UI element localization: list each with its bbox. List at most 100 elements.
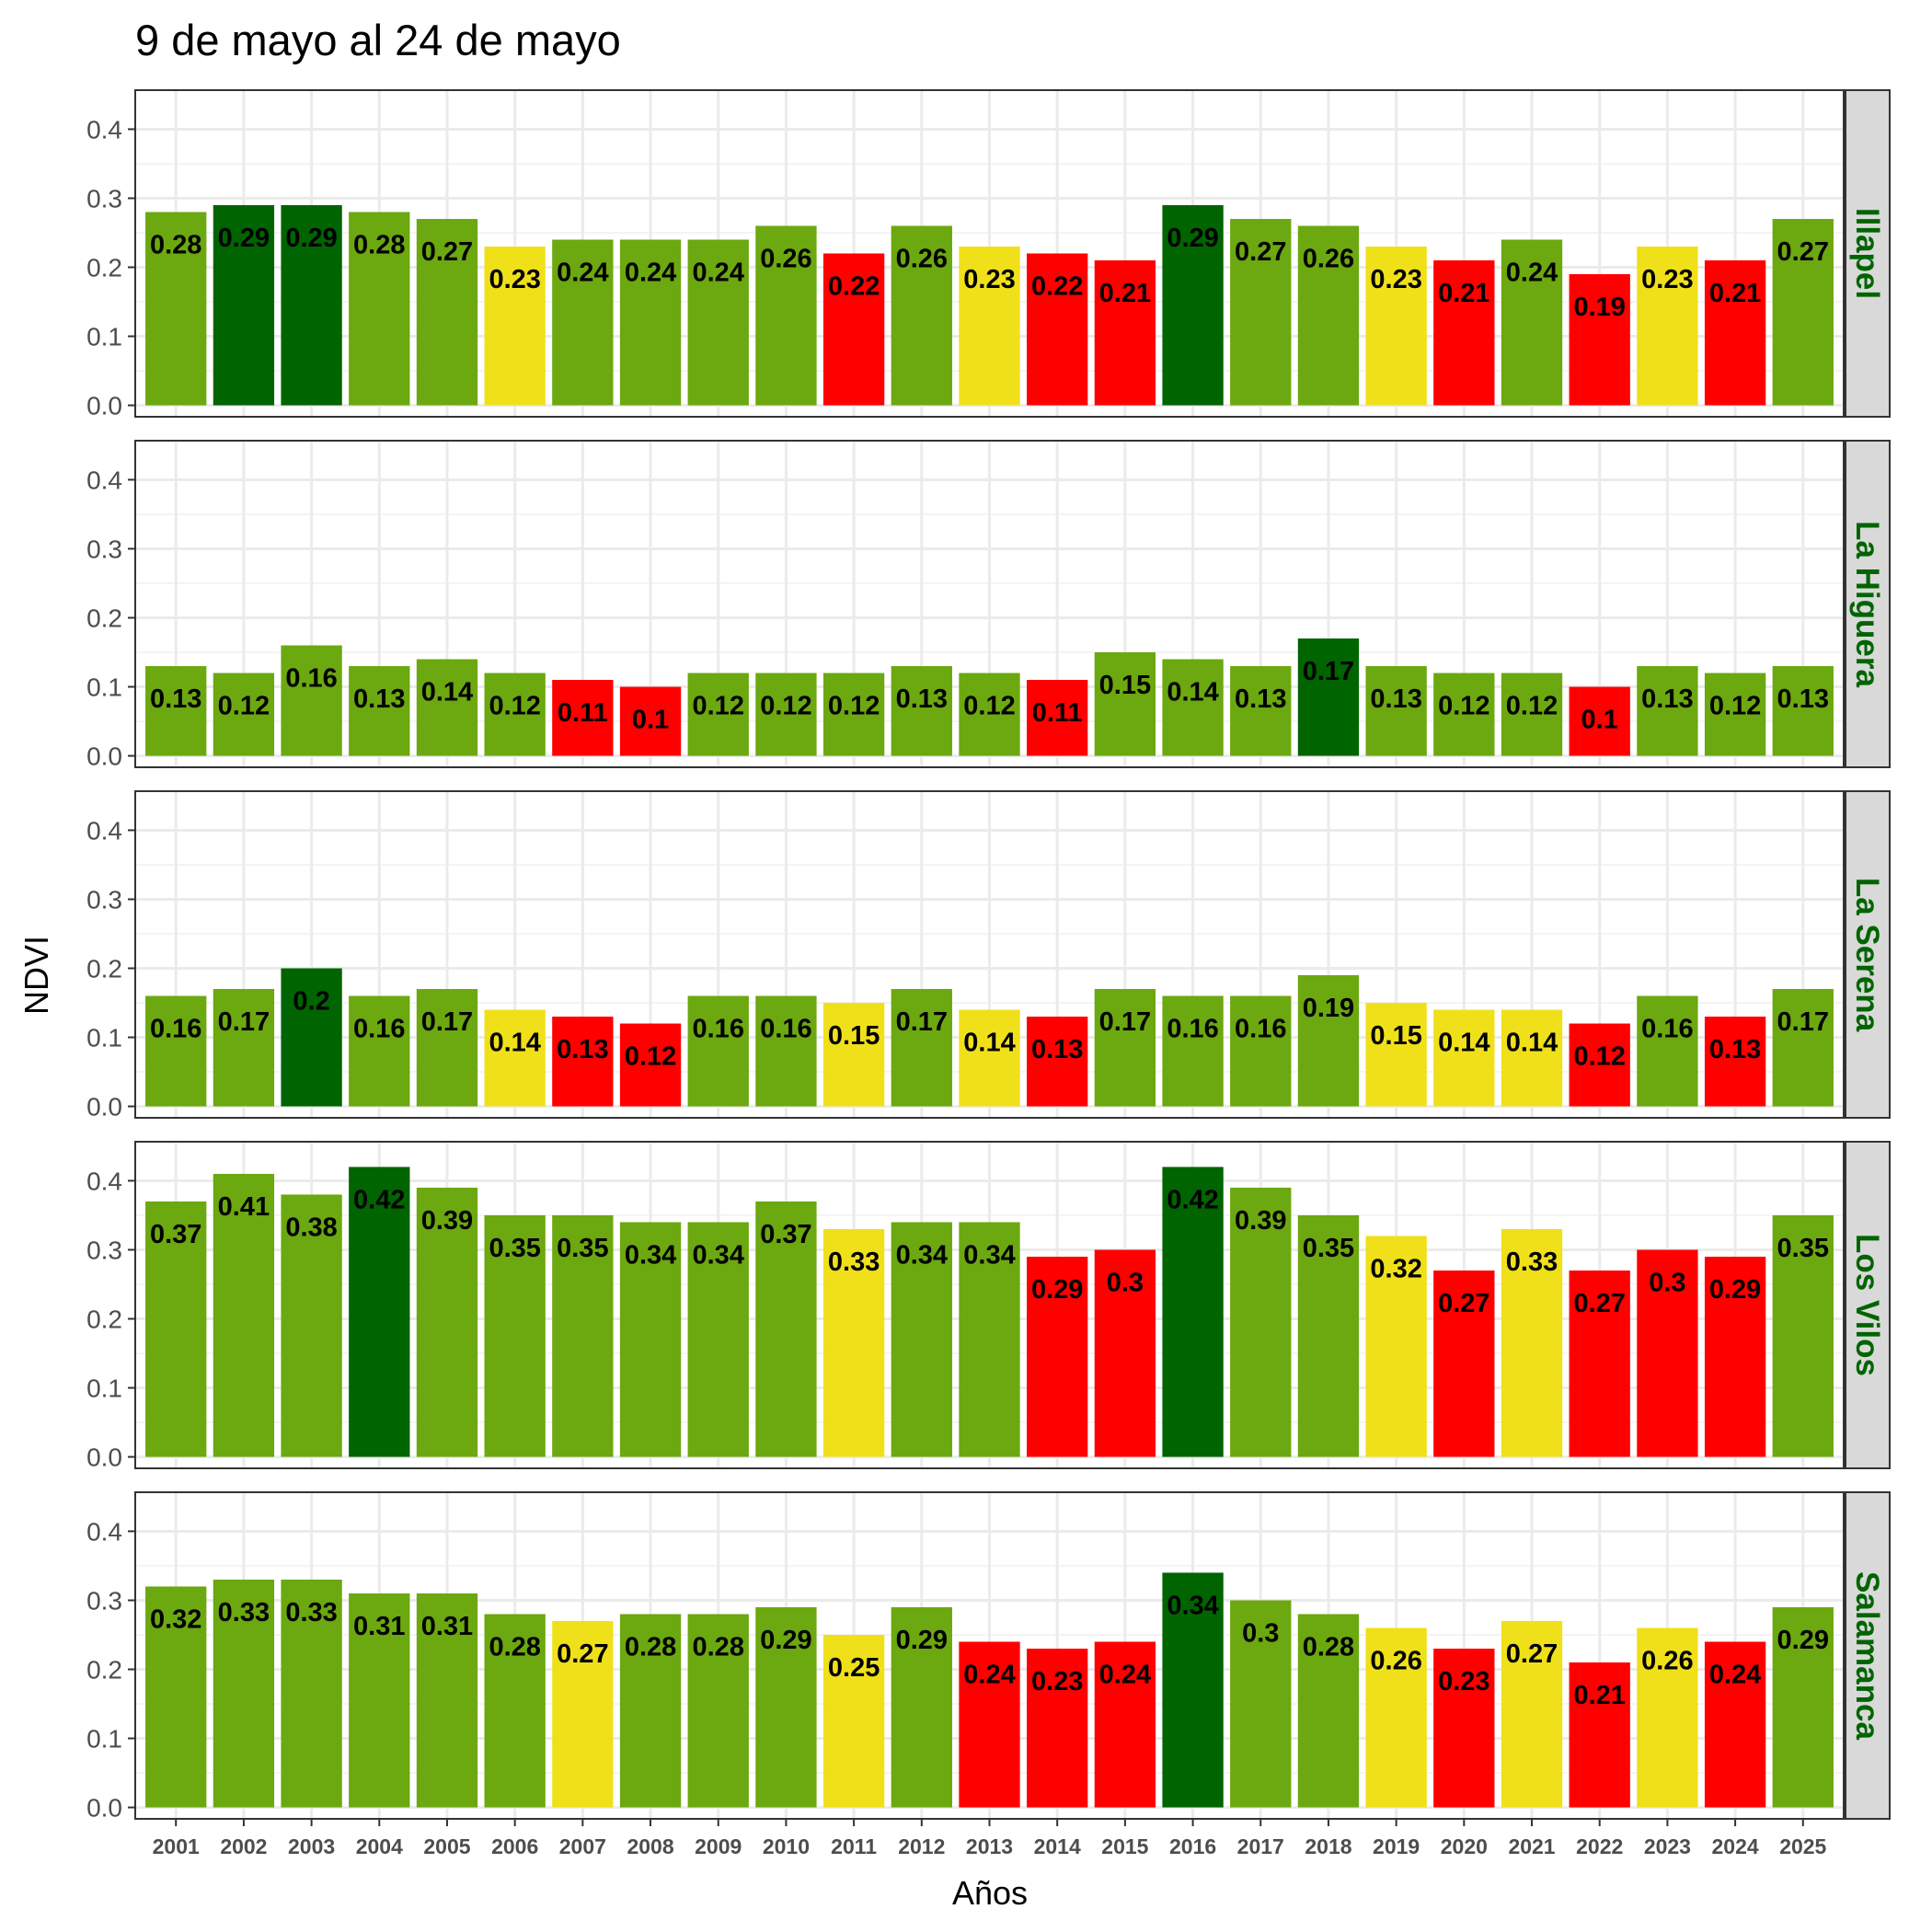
data-label: 0.12 (218, 692, 270, 721)
panel-border (134, 440, 1845, 768)
bar-la-serena-2003 (281, 968, 342, 1107)
data-label: 0.12 (963, 692, 1015, 721)
bar-los-vilos-2014 (1027, 1256, 1088, 1457)
y-tick-label: 0.2 (86, 955, 122, 983)
bar-la-serena-2017 (1230, 995, 1292, 1107)
data-label: 0.19 (1573, 293, 1625, 322)
data-label: 0.29 (896, 1626, 948, 1655)
bar-la-serena-2022 (1569, 1023, 1630, 1107)
bar-la-higuera-2019 (1365, 666, 1427, 756)
y-axis-title: NDVI (17, 936, 55, 1015)
data-label: 0.22 (1031, 272, 1083, 302)
bar-los-vilos-2024 (1704, 1256, 1766, 1457)
bar-la-serena-2019 (1365, 1003, 1427, 1107)
data-label: 0.19 (1303, 994, 1354, 1023)
data-label: 0.16 (1641, 1015, 1693, 1044)
bar-la-higuera-2006 (484, 673, 546, 756)
x-tick-label: 2021 (1508, 1834, 1555, 1858)
bar-salamanca-2017 (1230, 1600, 1292, 1808)
bar-la-higuera-2011 (822, 673, 885, 756)
y-tick-label: 0.4 (86, 466, 122, 494)
bar-la-higuera-2017 (1230, 666, 1292, 756)
bar-la-higuera-2009 (687, 673, 749, 756)
bar-salamanca-2011 (822, 1634, 885, 1808)
data-label: 0.28 (489, 1632, 540, 1662)
data-label: 0.12 (1709, 692, 1761, 721)
data-label: 0.27 (1506, 1639, 1558, 1669)
bar-la-higuera-2007 (552, 680, 614, 756)
bar-salamanca-2016 (1162, 1572, 1224, 1808)
data-label: 0.42 (1167, 1185, 1218, 1214)
data-label: 0.14 (1167, 678, 1218, 707)
data-label: 0.29 (1167, 224, 1218, 253)
data-label: 0.15 (1099, 671, 1151, 700)
data-label: 0.14 (489, 1029, 540, 1058)
bar-los-vilos-2018 (1297, 1214, 1360, 1457)
data-label: 0.26 (1641, 1646, 1693, 1675)
data-label: 0.28 (150, 230, 201, 259)
bar-los-vilos-2011 (822, 1228, 885, 1457)
data-label: 0.17 (218, 1007, 270, 1037)
panel-border (134, 790, 1845, 1119)
bar-los-vilos-2004 (349, 1167, 410, 1457)
data-label: 0.24 (625, 258, 676, 287)
facet-strip-label: Los Vilos (1849, 1234, 1885, 1376)
y-tick-label: 0.2 (86, 254, 122, 282)
bar-illapel-2021 (1501, 239, 1563, 406)
x-tick-label: 2018 (1305, 1834, 1351, 1858)
y-tick-label: 0.4 (86, 115, 122, 144)
x-tick-label: 2002 (220, 1834, 267, 1858)
data-label: 0.26 (1370, 1646, 1421, 1675)
data-label: 0.17 (896, 1007, 948, 1037)
y-tick-label: 0.3 (86, 1236, 122, 1264)
x-tick-label: 2016 (1169, 1834, 1216, 1858)
bar-salamanca-2013 (959, 1641, 1020, 1808)
data-label: 0.35 (1303, 1234, 1354, 1263)
data-label: 0.23 (489, 265, 540, 294)
bar-salamanca-2002 (213, 1579, 275, 1808)
bar-illapel-2008 (619, 239, 682, 406)
bar-los-vilos-2022 (1569, 1270, 1630, 1457)
x-tick-label: 2011 (831, 1834, 877, 1858)
bar-illapel-2013 (959, 246, 1020, 406)
data-label: 0.3 (1242, 1618, 1279, 1648)
bar-la-serena-2004 (349, 995, 410, 1107)
bar-la-serena-2024 (1704, 1017, 1766, 1107)
data-label: 0.16 (1167, 1015, 1218, 1044)
data-label: 0.28 (353, 230, 405, 259)
bar-salamanca-2014 (1027, 1648, 1088, 1808)
data-label: 0.29 (760, 1626, 811, 1655)
bar-la-higuera-2003 (281, 645, 342, 756)
data-label: 0.23 (1370, 265, 1421, 294)
data-label: 0.38 (285, 1213, 337, 1242)
bar-la-serena-2012 (891, 989, 952, 1107)
data-label: 0.34 (625, 1240, 676, 1270)
data-label: 0.14 (421, 678, 473, 707)
y-tick-label: 0.0 (86, 392, 122, 420)
y-tick-label: 0.4 (86, 816, 122, 845)
data-label: 0.39 (1235, 1206, 1286, 1236)
bar-los-vilos-2005 (416, 1187, 478, 1457)
facet-strip (1845, 790, 1891, 1119)
data-label: 0.16 (760, 1015, 811, 1044)
data-label: 0.13 (557, 1035, 608, 1064)
bar-la-serena-2016 (1162, 995, 1224, 1107)
bar-illapel-2002 (213, 204, 275, 406)
data-label: 0.29 (1777, 1626, 1829, 1655)
bar-la-serena-2020 (1433, 1009, 1495, 1107)
bar-illapel-2020 (1433, 260, 1495, 406)
data-label: 0.23 (963, 265, 1015, 294)
data-label: 0.26 (896, 244, 948, 273)
data-label: 0.1 (632, 706, 669, 735)
bar-la-higuera-2013 (959, 673, 1020, 756)
data-label: 0.25 (828, 1653, 880, 1683)
bar-illapel-2015 (1094, 260, 1156, 406)
y-tick-label: 0.3 (86, 184, 122, 213)
data-label: 0.27 (1235, 237, 1286, 267)
data-label: 0.21 (1438, 279, 1489, 308)
bar-los-vilos-2001 (145, 1201, 207, 1457)
x-tick-label: 2009 (695, 1834, 742, 1858)
data-label: 0.29 (1709, 1275, 1761, 1305)
data-label: 0.1 (1581, 706, 1618, 735)
